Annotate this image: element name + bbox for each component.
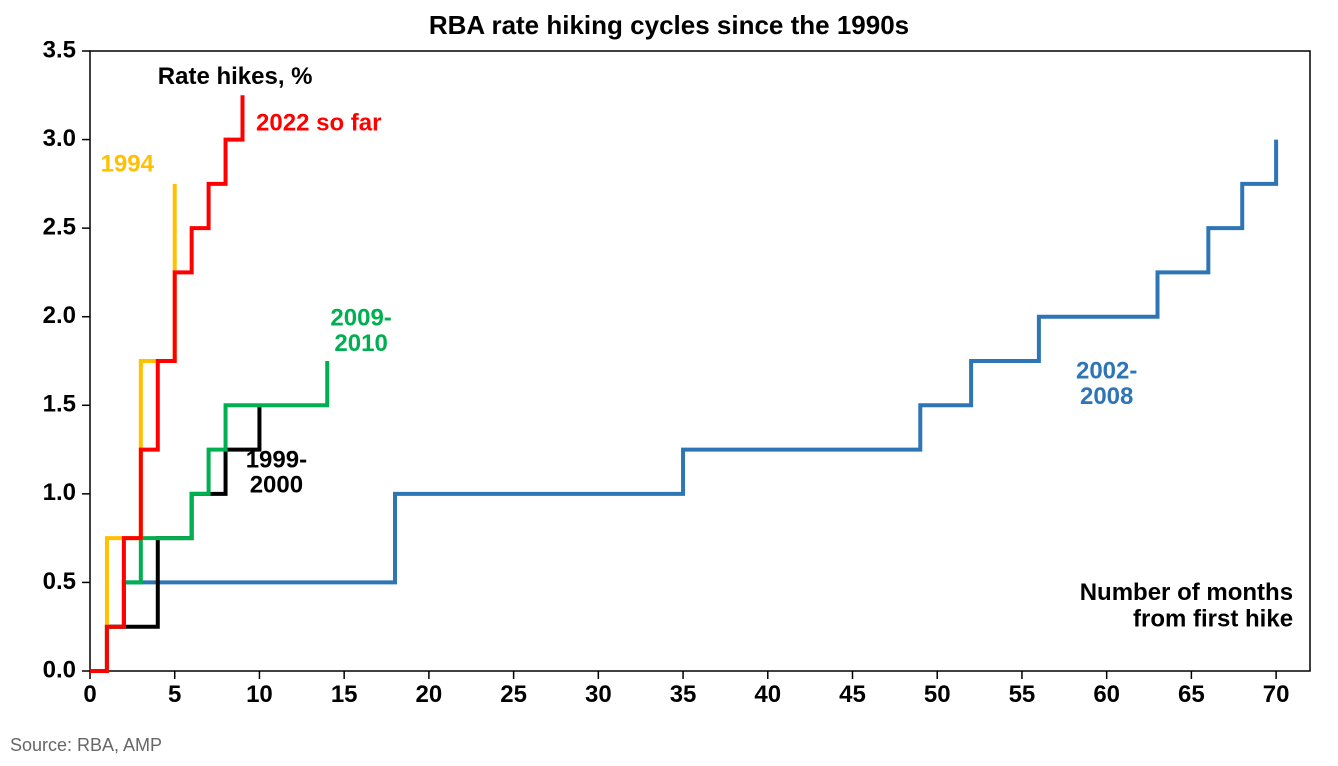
x-tick-label: 5 <box>168 681 181 708</box>
series-label-1999-2000: 1999-2000 <box>246 446 307 498</box>
x-tick-label: 40 <box>754 681 781 708</box>
y-tick-label: 1.5 <box>43 391 76 418</box>
chart-container: RBA rate hiking cycles since the 1990s 0… <box>10 10 1328 756</box>
series-label-2022: 2022 so far <box>256 110 381 137</box>
x-tick-label: 15 <box>331 681 358 708</box>
x-tick-label: 60 <box>1093 681 1120 708</box>
y-axis-label: Rate hikes, % <box>158 63 313 90</box>
y-tick-label: 3.5 <box>43 41 76 63</box>
x-tick-label: 10 <box>246 681 273 708</box>
x-tick-label: 20 <box>416 681 443 708</box>
chart-title: RBA rate hiking cycles since the 1990s <box>10 10 1328 41</box>
chart-svg: 0.0 0.5 1.0 1.5 2.0 2.5 3.0 3.5 0 5 10 15 20 25 30 35 40… <box>10 41 1330 731</box>
x-tick-label: 45 <box>839 681 866 708</box>
x-tick-label: 0 <box>83 681 96 708</box>
y-tick-label: 2.5 <box>43 213 76 240</box>
x-tick-label: 35 <box>670 681 697 708</box>
y-tick-label: 2.0 <box>43 302 76 329</box>
series-label-2002-2008: 2002-2008 <box>1076 358 1137 410</box>
y-tick-label: 1.0 <box>43 479 76 506</box>
x-tick-label: 55 <box>1009 681 1036 708</box>
x-tick-label: 30 <box>585 681 612 708</box>
chart-source: Source: RBA, AMP <box>10 735 1328 756</box>
x-tick-label: 50 <box>924 681 951 708</box>
x-tick-label: 70 <box>1263 681 1290 708</box>
x-tick-label: 25 <box>500 681 527 708</box>
series-label-1994: 1994 <box>101 150 155 177</box>
x-tick-label: 65 <box>1178 681 1205 708</box>
y-tick-label: 0.5 <box>43 568 76 595</box>
y-tick-label: 3.0 <box>43 125 76 152</box>
y-tick-label: 0.0 <box>43 656 76 683</box>
series-label-2009-2010: 2009-2010 <box>330 305 391 357</box>
